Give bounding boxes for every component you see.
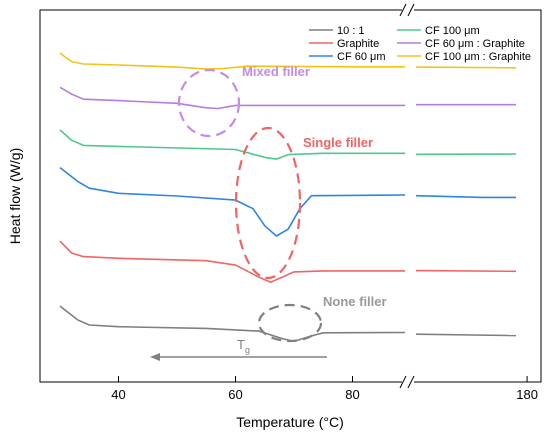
tg-label: Tg [237, 337, 250, 355]
y-axis-label: Heat flow (W/g) [7, 148, 23, 244]
tg-label-subscript: g [245, 345, 250, 355]
axis-break-slash-a-1 [399, 375, 407, 389]
axis-break-slash-b-0 [407, 3, 415, 17]
axis-break-slash-b-1 [407, 375, 415, 389]
x-axis-ticks: 40 60 80 180 [111, 376, 538, 402]
annotation-label-0: Mixed filler [242, 64, 310, 79]
x-tick-label-3: 180 [516, 387, 538, 402]
series-line-5-seg-1 [415, 333, 517, 337]
legend-label-3: CF 100 μm [425, 25, 480, 37]
plot-frame [39, 9, 542, 383]
annotation-label-1: Single filler [303, 135, 373, 150]
axis-break-slash-a-0 [399, 3, 407, 17]
legend-label-0: 10 : 1 [337, 25, 365, 37]
legend-label-5: CF 100 μm : Graphite [425, 51, 531, 63]
annotation-ellipse-0 [177, 68, 241, 138]
series-line-1-seg-0 [59, 86, 406, 110]
legend-label-4: CF 60 μm : Graphite [425, 38, 525, 50]
series-line-4-seg-0 [59, 240, 406, 283]
x-tick-label-2: 80 [345, 387, 359, 402]
legend-label-1: Graphite [337, 38, 379, 50]
series-line-5-seg-0 [59, 305, 406, 343]
annotation-label-2: None filler [323, 294, 387, 309]
series-line-0-seg-1 [415, 66, 517, 69]
tg-arrow-group: Tg [150, 337, 327, 361]
legend-label-2: CF 60 μm [337, 51, 386, 63]
annotation-layer: Mixed filler Single filler None filler [177, 64, 387, 343]
tg-arrow-head [150, 353, 160, 361]
annotation-ellipse-1 [234, 126, 302, 280]
x-tick-label-0: 40 [111, 387, 125, 402]
series-line-2-seg-0 [59, 129, 406, 160]
axis-break-gap-0 [402, 7, 414, 13]
series-line-3-seg-1 [415, 194, 516, 199]
x-tick-label-1: 60 [228, 387, 242, 402]
tg-label-main: T [237, 337, 245, 352]
series-line-4-seg-1 [415, 269, 517, 273]
annotation-ellipse-2 [257, 303, 323, 343]
axis-break-gap-1 [402, 379, 414, 385]
x-axis-label: Temperature (°C) [236, 414, 344, 430]
axis-break-marks [399, 3, 415, 389]
